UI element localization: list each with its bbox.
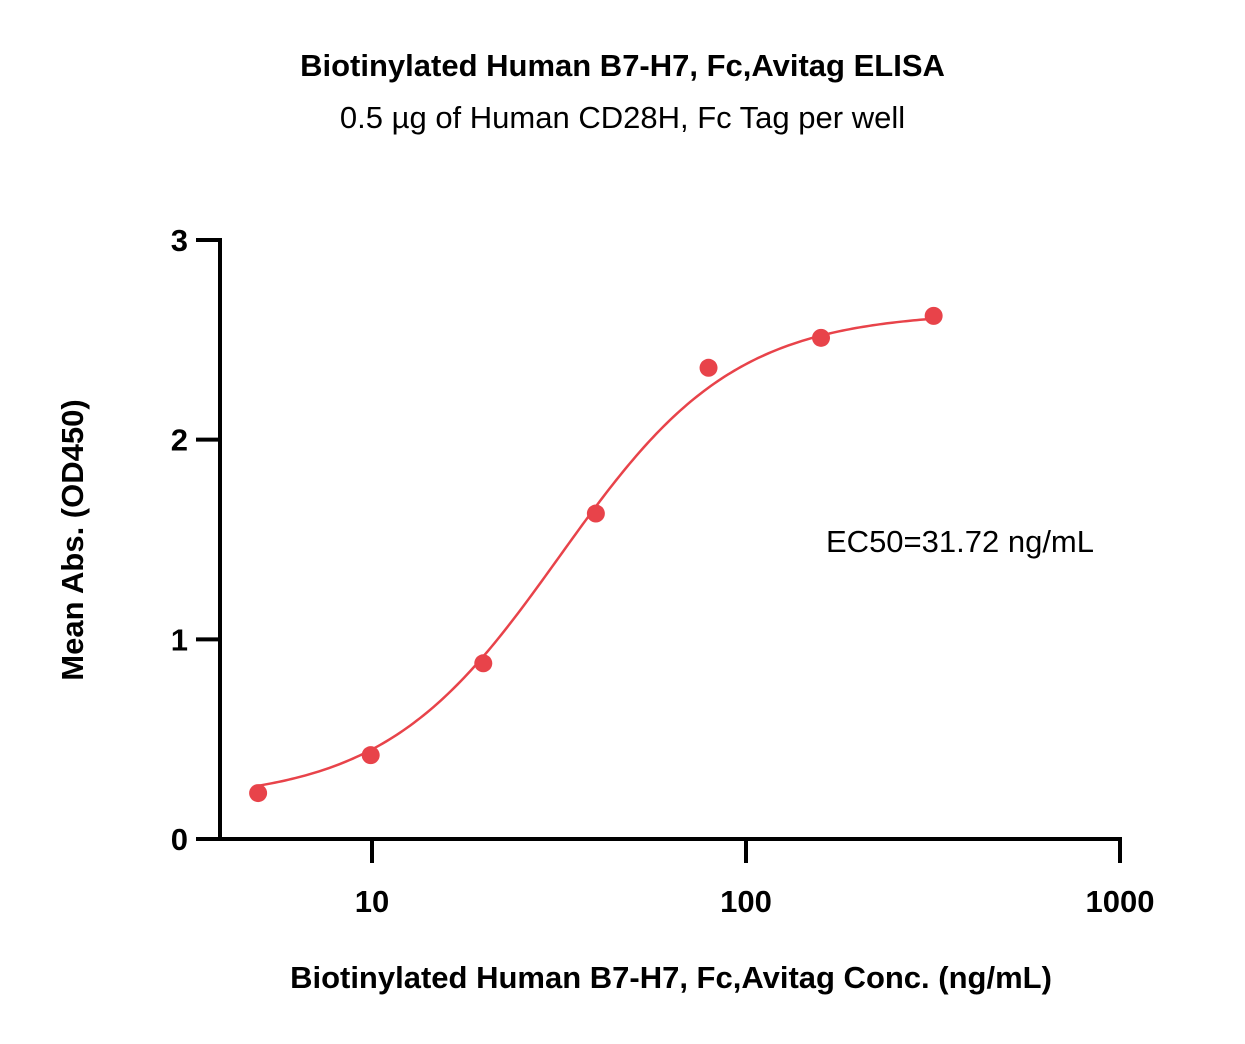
y-tick-label: 1 <box>171 622 188 657</box>
y-tick-label: 0 <box>171 822 188 857</box>
data-points <box>249 306 943 803</box>
x-ticks: 10 100 1000 <box>355 839 1155 919</box>
data-point <box>924 306 943 325</box>
axes <box>197 238 1122 841</box>
data-point <box>699 358 718 377</box>
y-axis-label: Mean Abs. (OD450) <box>55 399 90 680</box>
x-tick-label: 100 <box>720 884 772 919</box>
y-tick-label: 3 <box>171 223 188 258</box>
data-point <box>586 504 605 523</box>
data-point <box>812 328 831 347</box>
data-point <box>249 784 268 803</box>
x-tick-label: 1000 <box>1086 884 1155 919</box>
x-tick-label: 10 <box>355 884 389 919</box>
y-tick-label: 2 <box>171 423 188 458</box>
x-axis-label: Biotinylated Human B7-H7, Fc,Avitag Conc… <box>290 960 1052 995</box>
y-ticks: 0 1 2 3 <box>171 223 220 857</box>
ec50-annotation: EC50=31.72 ng/mL <box>826 524 1094 559</box>
chart-subtitle: 0.5 µg of Human CD28H, Fc Tag per well <box>339 100 906 135</box>
data-point <box>474 654 493 673</box>
data-point <box>361 746 380 765</box>
chart-title: Biotinylated Human B7-H7, Fc,Avitag ELIS… <box>300 48 945 83</box>
